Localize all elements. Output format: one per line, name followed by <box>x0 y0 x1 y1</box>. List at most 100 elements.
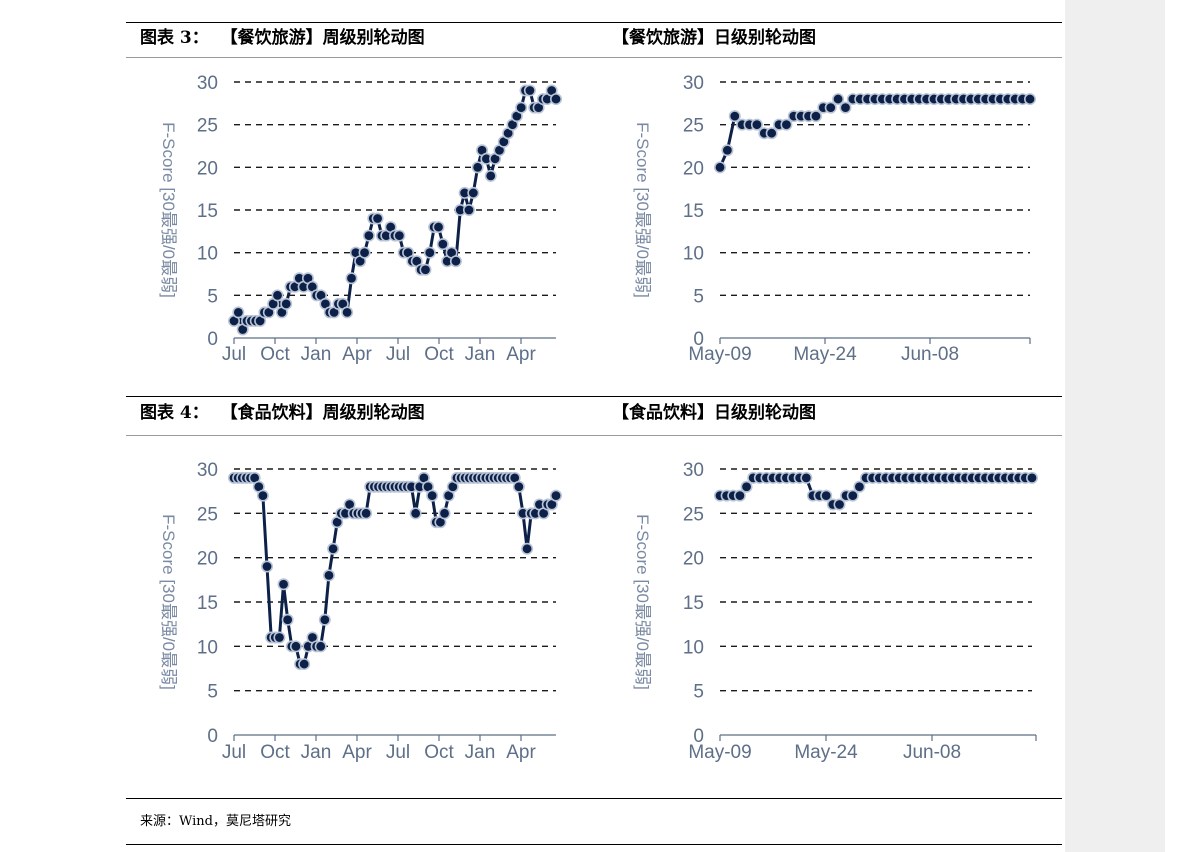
y-tick-label: 10 <box>197 244 218 265</box>
y-tick-label: 15 <box>197 201 218 222</box>
middle-rule <box>126 396 1062 397</box>
fig4-caption: 图表 4： 【食品饮料】周级别轮动图 <box>140 403 425 423</box>
x-tick-label: Jul <box>222 344 246 365</box>
y-tick-label: 5 <box>207 682 218 703</box>
x-tick-label: May-24 <box>793 344 857 365</box>
data-point <box>733 489 746 502</box>
right-margin-panel <box>1065 0 1165 852</box>
data-point <box>740 480 753 493</box>
x-tick-label: May-09 <box>688 742 751 763</box>
x-tick-label: Jul <box>222 742 246 763</box>
y-tick-label: 5 <box>693 286 704 307</box>
data-point <box>515 101 528 114</box>
fig3-caption-rule <box>126 57 1062 58</box>
data-point <box>853 480 866 493</box>
chart-food-weekly: 0 5 10 15 20 25 30 Jul Oct Jan Apr Jul Oct Jan Apr F-Sc… <box>159 460 562 763</box>
data-point <box>232 306 245 319</box>
y-tick-label: 0 <box>693 329 704 350</box>
data-point <box>256 489 269 502</box>
data-point <box>281 613 294 626</box>
y-tick-label: 30 <box>683 460 704 481</box>
data-point <box>289 640 302 653</box>
data-point <box>362 229 375 242</box>
data-point <box>409 507 422 520</box>
data-point <box>832 93 845 106</box>
y-tick-label: 10 <box>197 637 218 658</box>
source-top-rule <box>126 798 1062 799</box>
y-tick-label: 15 <box>683 593 704 614</box>
x-tick-label: Jan <box>301 344 332 365</box>
data-point <box>824 101 837 114</box>
x-tick-label: Jan <box>465 742 496 763</box>
fig4-daily-caption: 【食品饮料】日级别轮动图 <box>612 403 816 423</box>
x-tick-label: Apr <box>342 344 372 365</box>
x-tick-label: Apr <box>506 344 536 365</box>
data-point <box>462 204 475 217</box>
data-point <box>728 110 741 123</box>
data-point <box>426 489 439 502</box>
data-point <box>280 297 293 310</box>
data-point <box>314 640 327 653</box>
y-tick-label: 30 <box>197 73 218 94</box>
data-point <box>436 238 449 251</box>
y-tick-label: 0 <box>207 329 218 350</box>
x-tick-label: Jun-08 <box>901 344 959 365</box>
data-point <box>318 613 331 626</box>
y-tick-label: 10 <box>683 637 704 658</box>
y-axis-label: F-Score [30最强/0最弱] <box>633 514 652 690</box>
y-axis-label: F-Score [30最强/0最弱] <box>159 122 178 298</box>
data-point <box>1023 93 1036 106</box>
chart-catering-weekly: 0 5 10 15 20 25 30 Jul Oct Jan Apr Jul Oct Jan Apr F-Sc… <box>159 73 562 365</box>
data-point <box>327 542 340 555</box>
data-point <box>277 578 290 591</box>
y-tick-label: 15 <box>197 593 218 614</box>
y-tick-label: 30 <box>197 460 218 481</box>
data-point <box>471 161 484 174</box>
data-point <box>1025 471 1038 484</box>
y-tick-label: 0 <box>207 726 218 747</box>
x-tick-label: Oct <box>424 344 454 365</box>
y-tick-label: 5 <box>207 286 218 307</box>
data-point <box>750 118 763 131</box>
x-tick-label: Jul <box>386 344 410 365</box>
chart-food-daily: 0 5 10 15 20 25 30 May-09 May-24 Jun-08 F-Score [3… <box>633 460 1038 763</box>
y-tick-label: 25 <box>197 504 218 525</box>
data-point <box>322 569 335 582</box>
fig3-daily-caption: 【餐饮旅游】日级别轮动图 <box>612 28 816 48</box>
data-point <box>432 221 445 234</box>
data-point <box>271 289 284 302</box>
x-tick-label: Jan <box>465 344 496 365</box>
y-tick-label: 10 <box>683 244 704 265</box>
data-point <box>423 246 436 259</box>
data-point <box>549 93 562 106</box>
y-tick-label: 25 <box>197 116 218 137</box>
data-point <box>820 489 833 502</box>
bottom-rule <box>126 844 1062 845</box>
y-tick-label: 20 <box>683 158 704 179</box>
data-point <box>800 471 813 484</box>
y-axis-label: F-Score [30最强/0最弱] <box>159 514 178 690</box>
fig3-caption: 图表 3： 【餐饮旅游】周级别轮动图 <box>140 28 425 48</box>
data-point <box>833 498 846 511</box>
data-point <box>765 127 778 140</box>
data-point <box>839 101 852 114</box>
data-point <box>467 186 480 199</box>
x-tick-label: Jul <box>386 742 410 763</box>
data-point <box>721 144 734 157</box>
fig4-caption-rule <box>126 435 1062 436</box>
x-tick-label: Jun-08 <box>903 742 961 763</box>
y-tick-label: 0 <box>693 726 704 747</box>
y-tick-label: 5 <box>693 682 704 703</box>
source-note: 来源：Wind，莫尼塔研究 <box>140 814 291 829</box>
x-tick-label: Apr <box>506 742 536 763</box>
top-rule <box>126 22 1062 23</box>
data-point <box>393 229 406 242</box>
x-tick-label: Oct <box>424 742 454 763</box>
y-tick-label: 25 <box>683 116 704 137</box>
data-point <box>549 489 562 502</box>
x-tick-label: May-09 <box>688 344 751 365</box>
data-point <box>273 631 286 644</box>
x-tick-label: Oct <box>260 344 290 365</box>
y-tick-label: 20 <box>197 158 218 179</box>
data-point <box>714 161 727 174</box>
